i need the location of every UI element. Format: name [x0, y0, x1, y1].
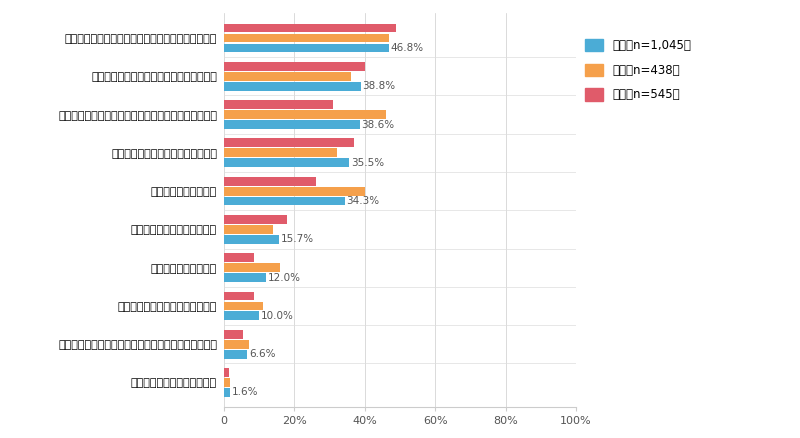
- Bar: [224, 177, 315, 186]
- Legend: 全体（n=1,045）, 限定（n=438）, 完全（n=545）: 全体（n=1,045）, 限定（n=438）, 完全（n=545）: [586, 39, 691, 102]
- Bar: [224, 350, 247, 359]
- Bar: [224, 301, 262, 310]
- Bar: [224, 187, 365, 195]
- Bar: [224, 148, 337, 157]
- Text: 38.6%: 38.6%: [362, 120, 394, 130]
- Bar: [224, 24, 397, 32]
- Bar: [224, 235, 279, 244]
- Bar: [224, 273, 266, 282]
- Bar: [224, 378, 230, 387]
- Text: 1.6%: 1.6%: [231, 388, 258, 397]
- Text: 35.5%: 35.5%: [350, 158, 384, 168]
- Text: 12.0%: 12.0%: [268, 272, 301, 283]
- Text: 34.3%: 34.3%: [346, 196, 380, 206]
- Bar: [224, 43, 389, 53]
- Text: 6.6%: 6.6%: [249, 349, 275, 359]
- Bar: [224, 197, 345, 205]
- Bar: [224, 225, 274, 234]
- Text: 46.8%: 46.8%: [390, 43, 424, 53]
- Bar: [224, 253, 254, 262]
- Bar: [224, 62, 365, 71]
- Bar: [224, 100, 333, 109]
- Bar: [224, 72, 350, 81]
- Text: 38.8%: 38.8%: [362, 81, 395, 91]
- Bar: [224, 138, 354, 147]
- Bar: [224, 388, 230, 397]
- Bar: [224, 368, 230, 377]
- Bar: [224, 292, 254, 300]
- Bar: [224, 82, 361, 91]
- Text: 10.0%: 10.0%: [261, 311, 294, 321]
- Bar: [224, 159, 349, 167]
- Bar: [224, 311, 259, 320]
- Bar: [224, 340, 249, 349]
- Bar: [224, 34, 390, 42]
- Bar: [224, 120, 360, 129]
- Bar: [224, 110, 386, 119]
- Bar: [224, 330, 243, 339]
- Bar: [224, 215, 287, 224]
- Bar: [224, 263, 280, 272]
- Text: 15.7%: 15.7%: [281, 234, 314, 244]
